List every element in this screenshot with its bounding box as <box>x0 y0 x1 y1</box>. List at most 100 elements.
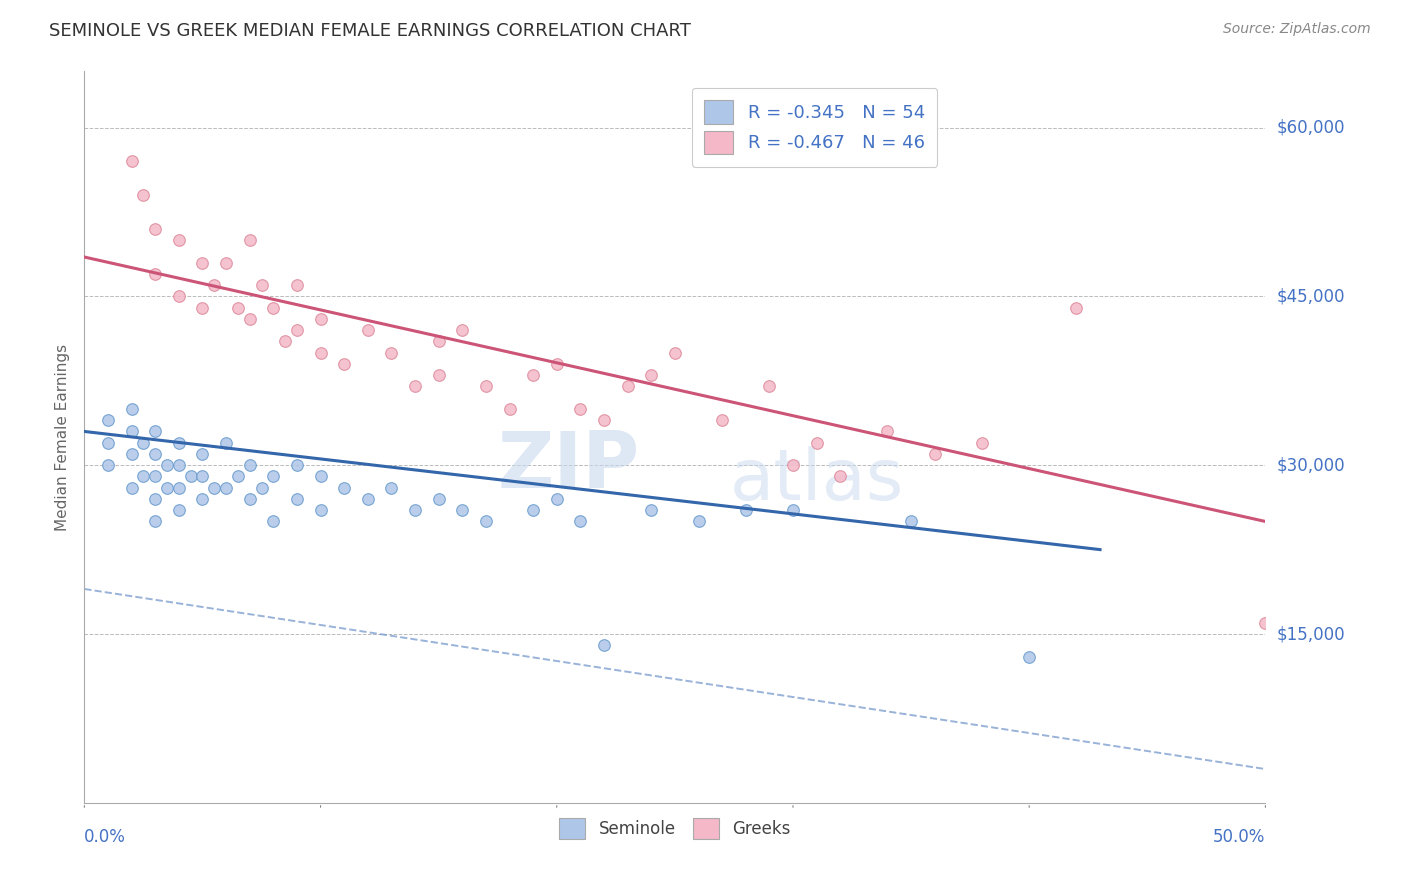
Point <box>924 447 946 461</box>
Point <box>97 413 120 427</box>
Point <box>143 267 166 281</box>
Point <box>285 491 308 506</box>
Point <box>97 435 120 450</box>
Point <box>309 345 332 359</box>
Point <box>121 154 143 169</box>
Point <box>593 413 616 427</box>
Point <box>357 491 380 506</box>
Point <box>215 481 238 495</box>
Point <box>451 323 474 337</box>
Legend: Seminole, Greeks: Seminole, Greeks <box>553 811 797 846</box>
Point <box>239 312 262 326</box>
Text: $15,000: $15,000 <box>1277 625 1346 643</box>
Point <box>132 435 155 450</box>
Point <box>734 503 756 517</box>
Point <box>191 255 214 269</box>
Point <box>830 469 852 483</box>
Point <box>143 491 166 506</box>
Point <box>309 503 332 517</box>
Point <box>226 469 249 483</box>
Point <box>333 481 356 495</box>
Point <box>239 233 262 247</box>
Point <box>758 379 780 393</box>
Text: atlas: atlas <box>730 447 904 516</box>
Point <box>876 425 898 439</box>
Text: $30,000: $30,000 <box>1277 456 1346 475</box>
Point <box>711 413 734 427</box>
Point <box>191 447 214 461</box>
Point <box>475 379 498 393</box>
Point <box>357 323 380 337</box>
Point <box>522 368 544 383</box>
Point <box>498 401 520 416</box>
Point <box>262 515 284 529</box>
Point <box>226 301 249 315</box>
Point <box>404 503 426 517</box>
Text: 50.0%: 50.0% <box>1213 828 1265 846</box>
Point <box>593 638 616 652</box>
Point <box>569 401 592 416</box>
Point <box>167 481 190 495</box>
Point <box>121 425 143 439</box>
Point <box>688 515 710 529</box>
Text: $60,000: $60,000 <box>1277 119 1346 136</box>
Point <box>782 503 804 517</box>
Point <box>143 469 166 483</box>
Point <box>250 278 273 293</box>
Point <box>404 379 426 393</box>
Point <box>239 491 262 506</box>
Point <box>640 503 662 517</box>
Text: Source: ZipAtlas.com: Source: ZipAtlas.com <box>1223 22 1371 37</box>
Point <box>167 435 190 450</box>
Point <box>143 447 166 461</box>
Point <box>285 458 308 473</box>
Point <box>156 481 179 495</box>
Point <box>132 469 155 483</box>
Point <box>143 222 166 236</box>
Point <box>215 435 238 450</box>
Point <box>202 278 225 293</box>
Point <box>640 368 662 383</box>
Point <box>156 458 179 473</box>
Point <box>333 357 356 371</box>
Point <box>309 469 332 483</box>
Point <box>143 425 166 439</box>
Point <box>616 379 638 393</box>
Point <box>191 491 214 506</box>
Point <box>546 491 568 506</box>
Point <box>380 345 402 359</box>
Point <box>250 481 273 495</box>
Y-axis label: Median Female Earnings: Median Female Earnings <box>55 343 70 531</box>
Point <box>546 357 568 371</box>
Point <box>167 233 190 247</box>
Point <box>285 323 308 337</box>
Point <box>167 503 190 517</box>
Point <box>1254 615 1277 630</box>
Point <box>475 515 498 529</box>
Point <box>309 312 332 326</box>
Point <box>522 503 544 517</box>
Point <box>1066 301 1088 315</box>
Point <box>191 301 214 315</box>
Text: SEMINOLE VS GREEK MEDIAN FEMALE EARNINGS CORRELATION CHART: SEMINOLE VS GREEK MEDIAN FEMALE EARNINGS… <box>49 22 692 40</box>
Point <box>202 481 225 495</box>
Point <box>900 515 922 529</box>
Point <box>239 458 262 473</box>
Point <box>262 469 284 483</box>
Point <box>191 469 214 483</box>
Point <box>121 401 143 416</box>
Text: $45,000: $45,000 <box>1277 287 1346 305</box>
Point <box>143 515 166 529</box>
Point <box>782 458 804 473</box>
Point <box>215 255 238 269</box>
Point <box>664 345 686 359</box>
Text: 0.0%: 0.0% <box>84 828 127 846</box>
Point <box>121 481 143 495</box>
Point <box>1018 649 1040 664</box>
Point <box>285 278 308 293</box>
Point <box>167 289 190 303</box>
Text: ZIP: ZIP <box>498 428 640 504</box>
Point <box>970 435 993 450</box>
Point <box>167 458 190 473</box>
Point <box>451 503 474 517</box>
